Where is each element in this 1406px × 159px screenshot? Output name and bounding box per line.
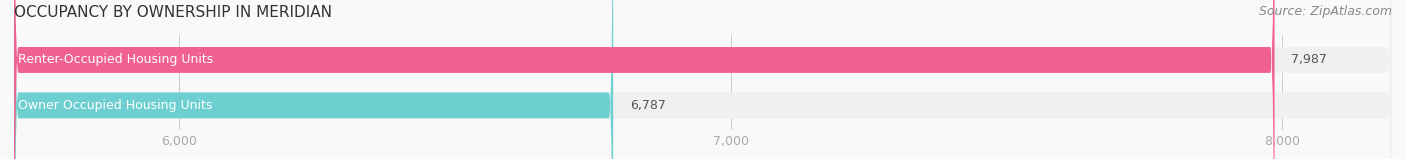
- Text: Owner Occupied Housing Units: Owner Occupied Housing Units: [18, 99, 212, 112]
- FancyBboxPatch shape: [14, 0, 1392, 159]
- Text: OCCUPANCY BY OWNERSHIP IN MERIDIAN: OCCUPANCY BY OWNERSHIP IN MERIDIAN: [14, 5, 332, 20]
- FancyBboxPatch shape: [14, 0, 613, 159]
- FancyBboxPatch shape: [14, 0, 1392, 159]
- Text: 6,787: 6,787: [630, 99, 665, 112]
- Text: 7,987: 7,987: [1291, 53, 1327, 66]
- Text: Renter-Occupied Housing Units: Renter-Occupied Housing Units: [18, 53, 214, 66]
- FancyBboxPatch shape: [14, 0, 1275, 159]
- Text: Source: ZipAtlas.com: Source: ZipAtlas.com: [1258, 5, 1392, 18]
